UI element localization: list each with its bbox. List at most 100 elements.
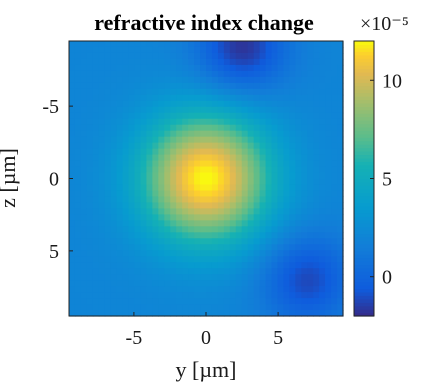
heatmap-cell [331, 82, 338, 90]
heatmap-cell [307, 166, 314, 174]
heatmap-cell [223, 124, 231, 132]
heatmap-cell [140, 124, 148, 132]
heatmap-cell [104, 244, 112, 251]
heatmap-cell [80, 118, 88, 126]
colorbar-segment [354, 178, 374, 183]
heatmap-cell [319, 88, 326, 96]
colorbar-segment [354, 157, 374, 162]
heatmap-cell [217, 304, 225, 311]
heatmap-cell [69, 112, 76, 120]
heatmap-cell [331, 136, 338, 144]
heatmap-cell [134, 160, 142, 168]
heatmap-cell [134, 148, 142, 156]
heatmap-cell [277, 304, 285, 311]
x-tick-label: 0 [201, 327, 211, 349]
heatmap-cell [271, 166, 279, 174]
heatmap-cell [194, 52, 201, 60]
heatmap-cell [307, 292, 314, 299]
heatmap-cell [325, 94, 332, 102]
heatmap-cell [289, 310, 296, 317]
heatmap-cell [116, 178, 124, 186]
heatmap-cell [176, 100, 183, 108]
heatmap-cell [319, 262, 326, 269]
heatmap-cell [69, 262, 76, 269]
heatmap-cell [69, 46, 76, 54]
heatmap-cell [104, 142, 112, 150]
heatmap-cell [259, 52, 267, 60]
colorbar-segment [354, 195, 374, 200]
heatmap-cell [283, 46, 290, 54]
heatmap-cell [74, 82, 82, 90]
heatmap-cell [265, 172, 273, 180]
heatmap-cell [307, 82, 314, 90]
heatmap-cell [289, 58, 296, 66]
heatmap-cell [289, 178, 296, 186]
heatmap-cell [289, 88, 296, 96]
heatmap-cell [247, 226, 255, 233]
heatmap-cell [134, 154, 142, 162]
heatmap-cell [128, 232, 136, 239]
heatmap-cell [206, 172, 213, 180]
heatmap-cell [86, 70, 94, 78]
heatmap-cell [319, 232, 326, 239]
colorbar-segment [354, 109, 374, 114]
heatmap-cell [229, 226, 237, 233]
heatmap-cell [271, 112, 279, 120]
heatmap-cell [128, 82, 136, 90]
heatmap-cell [92, 256, 100, 263]
heatmap-cell [235, 310, 243, 317]
heatmap-cell [241, 208, 249, 215]
heatmap-cell [86, 226, 94, 233]
heatmap-cell [289, 292, 296, 299]
heatmap-cell [110, 106, 118, 114]
heatmap-cell [158, 226, 165, 233]
heatmap-cell [313, 220, 320, 227]
heatmap-cell [331, 76, 338, 84]
heatmap-cell [104, 310, 112, 317]
heatmap-cell [146, 250, 153, 257]
heatmap-cell [134, 190, 142, 198]
heatmap-cell [337, 100, 344, 108]
heatmap-cell [277, 274, 285, 281]
heatmap-cell [295, 220, 302, 227]
heatmap-cell [223, 178, 231, 186]
heatmap-cell [229, 82, 237, 90]
heatmap-cell [116, 172, 124, 180]
heatmap-cell [247, 58, 255, 66]
heatmap-cell [164, 274, 171, 281]
heatmap-cell [134, 280, 142, 287]
heatmap-cell [283, 226, 290, 233]
heatmap-cell [235, 166, 243, 174]
heatmap-cell [313, 76, 320, 84]
heatmap-cell [116, 232, 124, 239]
heatmap-cell [223, 220, 231, 227]
heatmap-cell [122, 238, 130, 245]
heatmap-cell [152, 238, 159, 245]
heatmap-cell [92, 250, 100, 257]
heatmap-cell [104, 160, 112, 168]
heatmap-cell [128, 46, 136, 54]
heatmap-cell [164, 202, 171, 209]
heatmap-cell [217, 52, 225, 60]
heatmap-cell [283, 250, 290, 257]
x-tick-label: -5 [126, 327, 143, 349]
heatmap-cell [98, 112, 106, 120]
heatmap-cell [164, 124, 171, 132]
heatmap-cell [295, 178, 302, 186]
heatmap-cell [104, 118, 112, 126]
heatmap-cell [146, 220, 153, 227]
heatmap-cell [86, 256, 94, 263]
heatmap-cell [164, 220, 171, 227]
heatmap-cell [122, 304, 130, 311]
heatmap-cell [265, 88, 273, 96]
heatmap-cell [158, 58, 165, 66]
heatmap-cell [265, 94, 273, 102]
heatmap-cell [134, 202, 142, 209]
heatmap-cell [110, 298, 118, 305]
heatmap-cell [217, 226, 225, 233]
heatmap-cell [128, 292, 136, 299]
heatmap-cell [92, 52, 100, 60]
heatmap-cell [69, 238, 76, 245]
y-tick-label: -5 [42, 96, 59, 118]
heatmap-cell [140, 100, 148, 108]
